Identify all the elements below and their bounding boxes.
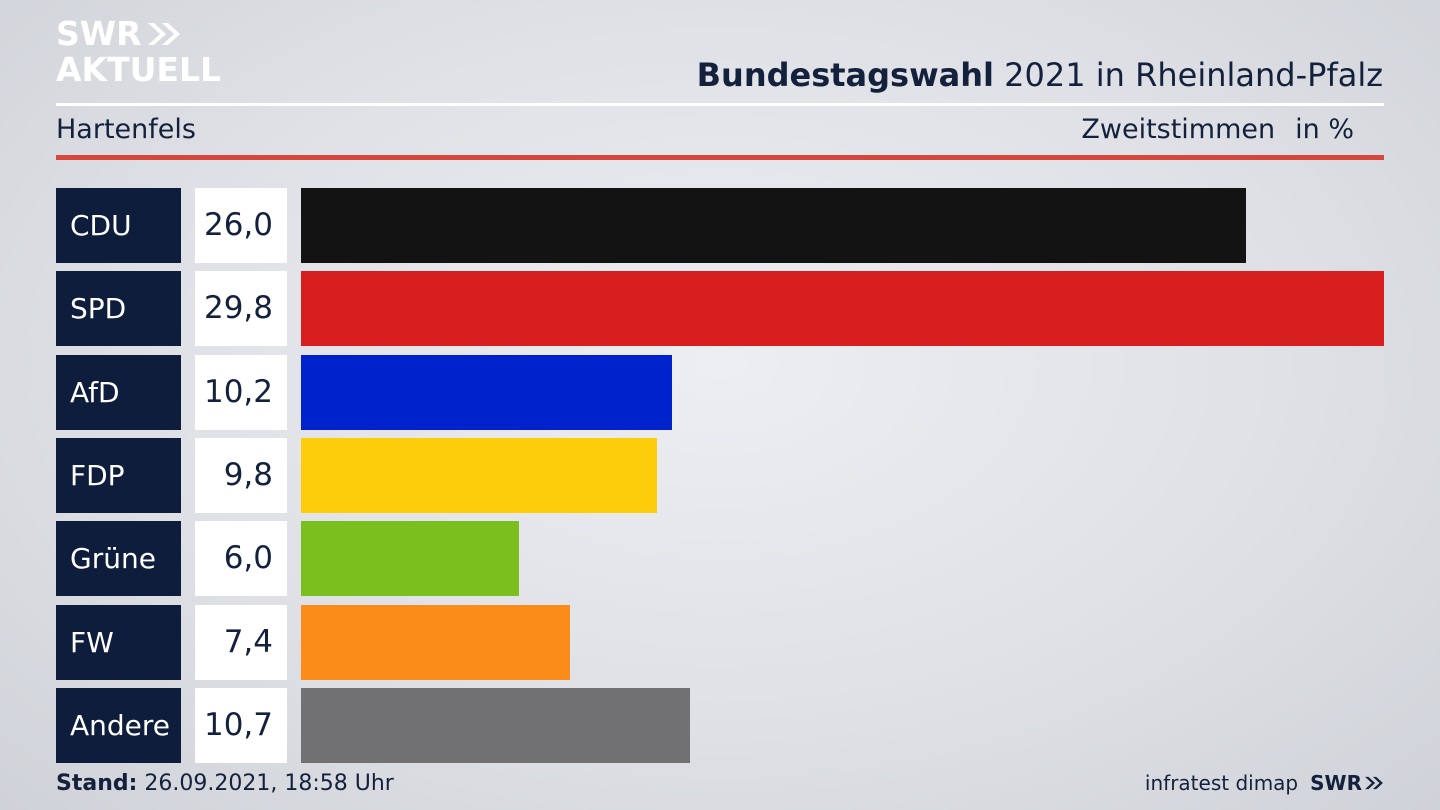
party-label: FW [56,604,181,680]
bar [301,354,672,430]
swr-aktuell-logo: SWR AKTUELL [56,16,221,88]
metric-name: Zweitstimmen [1081,114,1276,145]
stand-value: 26.09.2021, 18:58 Uhr [137,771,394,796]
party-label: SPD [56,271,181,347]
source-credit: infratest dimap SWR [1145,771,1384,795]
bar-row: AfD 10,2 [56,354,1384,430]
header-divider [56,103,1384,106]
bar-row: Andere 10,7 [56,687,1384,763]
party-label: CDU [56,188,181,263]
metric-label: Zweitstimmen in % [1081,114,1354,145]
bar-row: CDU 26,0 [56,188,1384,263]
bar-row: FDP 9,8 [56,437,1384,513]
bar [301,188,1246,263]
value-label: 9,8 [195,437,287,513]
stand-label: Stand: [56,771,138,796]
metric-unit: in % [1295,114,1354,145]
logo-line1: SWR [56,14,142,53]
title-rest: 2021 in Rheinland-Pfalz [994,56,1383,94]
value-label: 10,2 [195,354,287,430]
party-label: Andere [56,687,181,763]
double-chevron-icon [1365,776,1383,790]
timestamp: Stand: 26.09.2021, 18:58 Uhr [56,771,394,796]
bar [301,521,520,597]
bar-row: SPD 29,8 [56,271,1384,347]
value-label: 7,4 [195,604,287,680]
bar [301,271,1384,347]
party-label: Grüne [56,521,181,597]
swr-footer-logo: SWR [1310,771,1384,795]
source-name: infratest dimap [1144,771,1299,795]
page-title: Bundestagswahl 2021 in Rheinland-Pfalz [697,56,1383,94]
title-bold: Bundestagswahl [696,56,994,94]
party-label: FDP [56,437,181,513]
swr-footer-text: SWR [1310,771,1362,795]
value-label: 6,0 [195,521,287,597]
region-name: Hartenfels [56,114,196,145]
bar-row: FW 7,4 [56,604,1384,680]
bar [301,604,570,680]
value-label: 10,7 [195,687,287,763]
party-label: AfD [56,354,181,430]
value-label: 29,8 [195,271,287,347]
bar [301,687,690,763]
bar [301,437,658,513]
logo-line2: AKTUELL [56,50,222,89]
value-label: 26,0 [195,188,287,263]
accent-divider [56,155,1384,160]
double-chevron-icon [147,23,180,45]
bar-row: Grüne 6,0 [56,521,1384,597]
